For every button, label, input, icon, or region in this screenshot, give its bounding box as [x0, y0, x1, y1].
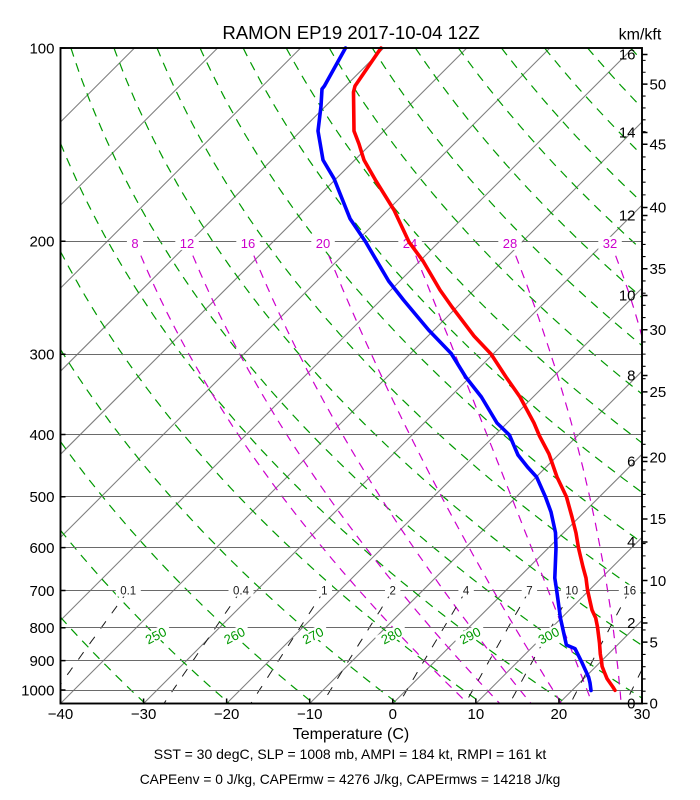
svg-text:−40: −40: [48, 706, 73, 723]
svg-text:7: 7: [526, 586, 532, 598]
svg-text:600: 600: [29, 540, 54, 557]
svg-text:300: 300: [29, 347, 54, 364]
svg-text:45: 45: [650, 137, 667, 154]
svg-text:0.4: 0.4: [233, 586, 250, 598]
svg-text:12: 12: [180, 236, 194, 251]
svg-text:30: 30: [634, 706, 651, 723]
svg-text:800: 800: [29, 620, 54, 637]
svg-text:15: 15: [650, 511, 667, 528]
svg-text:400: 400: [29, 427, 54, 444]
svg-text:16: 16: [241, 236, 255, 251]
svg-text:RAMON EP19 2017-10-04 12Z: RAMON EP19 2017-10-04 12Z: [222, 22, 479, 43]
svg-text:40: 40: [650, 200, 667, 217]
svg-text:10: 10: [468, 706, 485, 723]
svg-text:50: 50: [650, 76, 667, 93]
svg-text:Temperature (C): Temperature (C): [293, 726, 409, 743]
svg-text:2: 2: [627, 615, 635, 632]
svg-text:5: 5: [650, 634, 658, 651]
svg-text:km/kft: km/kft: [619, 27, 662, 44]
svg-text:10: 10: [650, 573, 667, 590]
svg-text:25: 25: [650, 384, 667, 401]
svg-text:35: 35: [650, 261, 667, 278]
svg-text:6: 6: [627, 454, 635, 471]
svg-text:14: 14: [619, 125, 636, 142]
svg-text:500: 500: [29, 489, 54, 506]
svg-text:10: 10: [619, 288, 636, 305]
svg-text:8: 8: [627, 368, 635, 385]
svg-text:−20: −20: [214, 706, 239, 723]
svg-text:0: 0: [389, 706, 397, 723]
svg-text:32: 32: [603, 236, 617, 251]
svg-text:12: 12: [619, 208, 636, 225]
svg-text:2: 2: [389, 586, 395, 598]
svg-text:8: 8: [131, 236, 138, 251]
svg-text:28: 28: [503, 236, 517, 251]
svg-text:30: 30: [650, 322, 667, 339]
svg-text:16: 16: [623, 586, 636, 598]
svg-text:SST = 30 degC, SLP = 1008 mb,: SST = 30 degC, SLP = 1008 mb, AMPI = 184…: [154, 746, 547, 762]
svg-text:200: 200: [29, 234, 54, 251]
svg-text:700: 700: [29, 583, 54, 600]
svg-text:20: 20: [650, 450, 667, 467]
svg-text:1: 1: [321, 586, 327, 598]
svg-text:900: 900: [29, 653, 54, 670]
svg-text:CAPEenv = 0 J/kg, CAPErmw = 42: CAPEenv = 0 J/kg, CAPErmw = 4276 J/kg, C…: [140, 772, 561, 787]
svg-text:16: 16: [619, 47, 636, 64]
svg-text:100: 100: [29, 40, 54, 57]
svg-text:20: 20: [316, 236, 330, 251]
svg-text:0: 0: [650, 696, 658, 713]
svg-text:20: 20: [551, 706, 568, 723]
svg-text:4: 4: [627, 534, 635, 551]
svg-text:−10: −10: [297, 706, 322, 723]
svg-text:1000: 1000: [21, 682, 54, 699]
svg-text:0.1: 0.1: [120, 586, 136, 598]
svg-text:4: 4: [463, 586, 470, 598]
svg-text:0: 0: [627, 696, 635, 713]
svg-text:−30: −30: [131, 706, 156, 723]
svg-text:10: 10: [565, 586, 578, 598]
